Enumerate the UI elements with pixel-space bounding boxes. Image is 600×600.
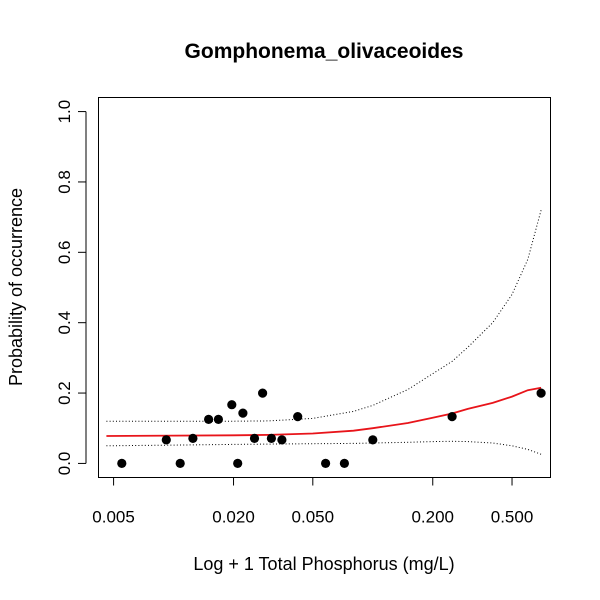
y-tick-label: 0.2 xyxy=(55,381,74,405)
confidence-band xyxy=(106,209,542,455)
upper-ci-line xyxy=(106,209,542,422)
y-axis: 0.0 0.2 0.4 0.6 0.8 1.0 xyxy=(55,100,87,476)
data-point xyxy=(188,433,198,443)
data-point xyxy=(227,400,237,410)
observations xyxy=(117,388,546,468)
y-tick-label: 1.0 xyxy=(55,100,74,124)
data-point xyxy=(277,435,287,445)
x-axis-label: Log + 1 Total Phosphorus (mg/L) xyxy=(193,554,454,574)
x-axis: 0.005 0.020 0.050 0.200 0.500 xyxy=(92,477,534,527)
data-point xyxy=(161,435,171,445)
fitted-probability-line xyxy=(106,386,542,437)
data-point xyxy=(536,388,546,398)
data-point xyxy=(117,458,127,468)
y-tick-label: 0.6 xyxy=(55,240,74,264)
y-tick-label: 0.4 xyxy=(55,311,74,335)
plot-area xyxy=(98,97,551,478)
data-point xyxy=(266,433,276,443)
data-point xyxy=(339,458,349,468)
data-point xyxy=(249,433,260,443)
x-tick-label: 0.005 xyxy=(92,508,135,527)
data-point xyxy=(204,414,214,424)
data-point xyxy=(447,412,457,422)
data-point xyxy=(293,412,303,422)
data-point xyxy=(233,458,243,468)
data-point xyxy=(321,458,331,468)
data-point xyxy=(175,458,185,468)
data-point xyxy=(238,408,248,418)
data-point xyxy=(258,388,268,398)
y-axis-label: Probability of occurrence xyxy=(6,188,26,386)
data-point xyxy=(213,414,223,424)
y-tick-label: 0.0 xyxy=(55,452,74,476)
data-point xyxy=(368,435,378,445)
x-tick-label: 0.050 xyxy=(292,508,335,527)
chart-title: Gomphonema_olivaceoides xyxy=(185,40,464,63)
x-tick-label: 0.020 xyxy=(212,508,255,527)
y-tick-label: 0.8 xyxy=(55,170,74,194)
fit-curve xyxy=(106,386,542,437)
x-tick-label: 0.200 xyxy=(411,508,454,527)
lower-ci-line xyxy=(106,440,542,455)
x-tick-label: 0.500 xyxy=(491,508,534,527)
